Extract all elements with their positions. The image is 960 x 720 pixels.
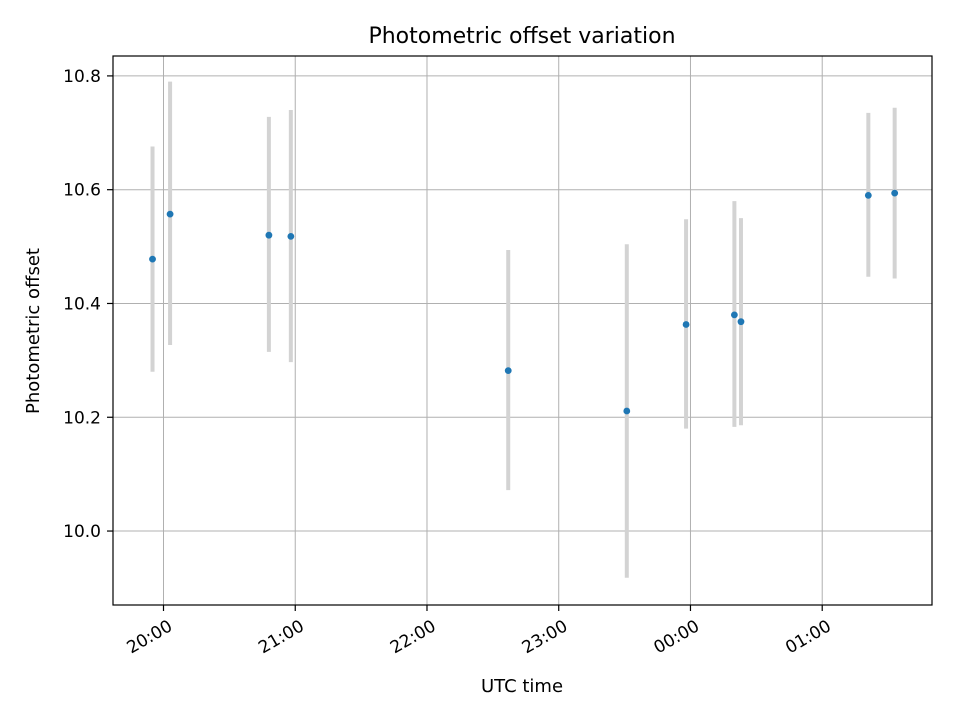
y-axis-label: Photometric offset [23,248,44,414]
x-tick-label: 22:00 [387,616,439,658]
y-tick-label: 10.6 [63,181,101,201]
data-point [891,189,899,197]
data-point [730,311,738,319]
x-tick-label: 21:00 [255,616,307,658]
data-point [504,367,512,375]
data-points [149,189,899,415]
x-tick-label: 23:00 [519,616,571,658]
data-point [265,231,273,239]
data-point [166,210,174,218]
error-bars [150,81,897,578]
data-point [737,318,745,326]
y-tick-label: 10.4 [63,294,101,314]
data-point [149,255,156,263]
x-tick-label: 00:00 [651,616,703,658]
data-point [682,321,690,328]
y-tick-label: 10.2 [63,408,101,428]
data-point [623,407,631,415]
plot-frame [112,55,933,606]
data-point [864,191,872,199]
y-tick-label: 10.0 [63,522,101,542]
x-tick-label: 20:00 [124,616,176,658]
x-axis-label: UTC time [481,676,563,697]
grid [113,56,932,605]
axis-ticks: 20:00 21:00 22:00 23:00 00:00 01:00 10.0 10.2 10… [63,67,835,658]
x-tick-label: 01:00 [782,616,834,658]
chart-title: Photometric offset variation [368,24,675,49]
data-point [287,232,295,240]
y-tick-label: 10.8 [63,67,101,87]
